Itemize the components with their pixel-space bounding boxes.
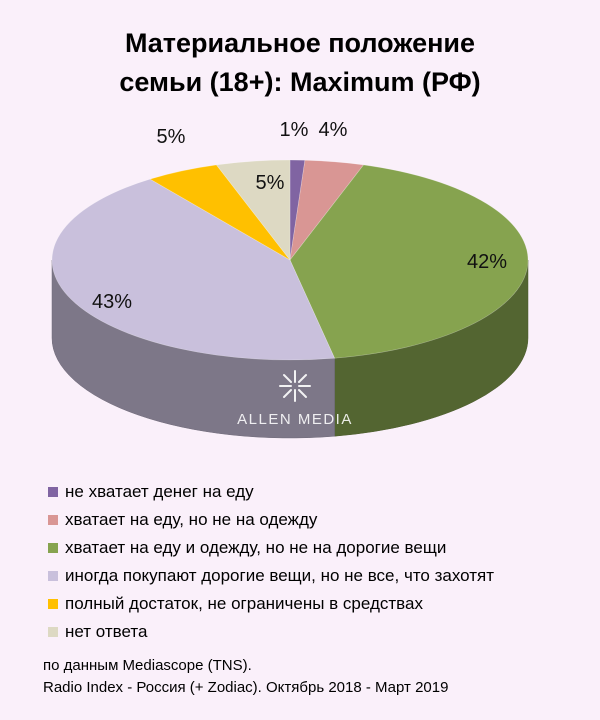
pie-sides: [51, 259, 529, 439]
legend-swatch: [48, 515, 58, 525]
legend-label: иногда покупают дорогие вещи, но не все,…: [65, 566, 495, 585]
pie-data-label: 1%: [280, 119, 309, 141]
pie-slice: [149, 164, 291, 261]
legend-item: полный достаток, не ограничены в средств…: [48, 590, 494, 618]
watermark-text: ALLEN MEDIA: [237, 411, 353, 428]
pie-data-label: 5%: [256, 172, 285, 194]
chart-title-line-1: Материальное положение: [124, 28, 476, 58]
chart-title: Материальное положение семьи (18+): Maxi…: [0, 24, 600, 102]
legend-label: хватает на еду, но не на одежду: [65, 510, 318, 529]
legend-label: полный достаток, не ограничены в средств…: [65, 594, 423, 613]
pie-side: [51, 259, 335, 439]
pie-slice: [215, 159, 291, 261]
legend-label: не хватает денег на еду: [65, 482, 254, 501]
legend-swatch: [48, 487, 58, 497]
pie-data-label: 5%: [157, 126, 186, 148]
legend-label: хватает на еду и одежду, но не на дороги…: [65, 538, 447, 557]
source-line-2: Radio Index - Россия (+ Zodiac). Октябрь…: [43, 679, 449, 696]
pie-chart: 1% 4% 42% 43% 5% 5%: [51, 119, 529, 439]
pie-slice: [51, 178, 336, 361]
source-line-1: по данным Mediascope (TNS).: [43, 657, 252, 674]
legend-item: хватает на еду, но не на одежду: [48, 506, 494, 534]
legend-label: нет ответа: [65, 622, 148, 641]
pie-slices: [51, 159, 529, 361]
pie-data-label: 42%: [467, 251, 507, 273]
legend-item: не хватает денег на еду: [48, 478, 494, 506]
source-note: по данным Mediascope (TNS). Radio Index …: [43, 655, 448, 699]
chart-title-line-2: семьи (18+): Maximum (РФ): [119, 67, 481, 97]
pie-data-label: 43%: [92, 291, 132, 313]
legend-item: нет ответа: [48, 618, 494, 646]
pie-slice: [289, 159, 365, 262]
pie-data-labels: 1% 4% 42% 43% 5% 5%: [92, 119, 507, 313]
pie-slice: [289, 164, 529, 359]
watermark: ALLEN MEDIA: [228, 368, 362, 428]
watermark-logo-icon: [279, 370, 311, 402]
legend-swatch: [48, 543, 58, 553]
pie-slice: [289, 159, 306, 261]
legend-swatch: [48, 627, 58, 637]
legend-swatch: [48, 599, 58, 609]
legend-item: иногда покупают дорогие вещи, но не все,…: [48, 562, 494, 590]
chart-legend: не хватает денег на еду хватает на еду, …: [48, 478, 494, 646]
pie-data-label: 4%: [319, 119, 348, 141]
legend-item: хватает на еду и одежду, но не на дороги…: [48, 534, 494, 562]
legend-swatch: [48, 571, 58, 581]
